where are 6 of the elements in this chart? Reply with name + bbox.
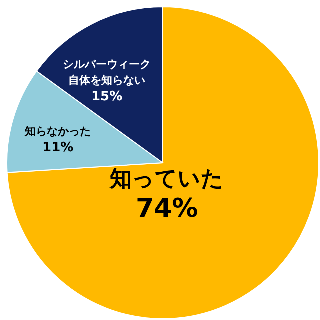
data-label: 74%: [136, 194, 198, 224]
slice-label: 知らなかった: [24, 125, 92, 138]
data-label: 15%: [92, 89, 123, 104]
slice-label: シルバーウィーク自体を知らない: [63, 58, 152, 87]
slice-label: 知っていた: [109, 167, 224, 192]
data-label: 11%: [42, 140, 74, 156]
